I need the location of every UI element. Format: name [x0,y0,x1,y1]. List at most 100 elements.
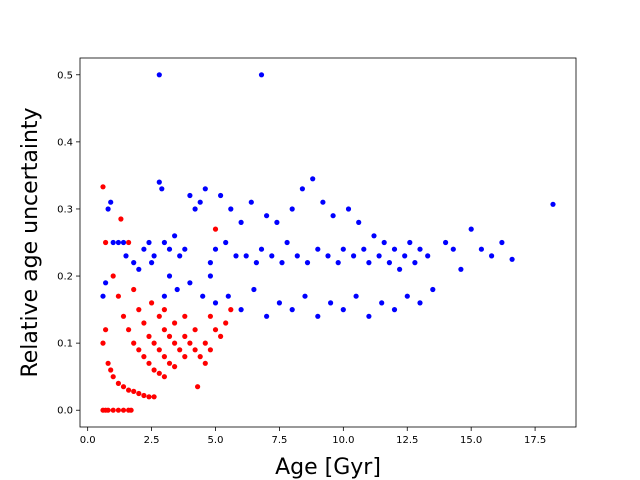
data-point-series-0 [228,206,234,212]
data-point-series-0 [166,273,173,279]
data-point-series-0 [315,313,321,319]
data-point-series-0 [397,266,403,272]
data-point-series-0 [366,260,372,266]
data-point-series-0 [499,239,505,246]
data-point-series-0 [258,246,265,252]
data-point-series-0 [177,253,183,259]
data-point-series-1 [131,286,137,293]
data-point-series-1 [172,364,178,370]
data-point-series-0 [174,286,180,293]
x-tick-label: 7.5 [271,435,287,446]
data-point-series-1 [156,313,162,319]
data-point-series-0 [187,280,193,286]
data-point-series-1 [149,300,155,306]
data-point-series-1 [115,380,121,386]
y-tick-label: 0.5 [57,70,73,81]
data-point-series-1 [218,333,224,339]
data-point-series-0 [356,219,362,225]
data-point-series-0 [131,260,137,266]
data-point-series-1 [141,354,147,360]
data-point-series-1 [212,226,219,232]
data-point-series-0 [123,253,129,259]
data-point-series-1 [110,374,116,380]
data-point-series-1 [146,333,152,339]
data-point-series-1 [182,333,188,339]
data-point-series-1 [161,374,167,380]
data-point-series-1 [136,347,142,353]
y-tick-label: 0.0 [57,406,73,417]
data-point-series-0 [386,260,392,266]
y-tick-label: 0.3 [57,204,73,215]
data-point-series-0 [105,206,111,212]
data-point-series-1 [100,340,106,346]
data-point-series-1 [207,313,213,319]
data-point-series-1 [202,340,208,346]
x-axis-title: Age [Gyr] [275,455,381,480]
data-point-series-0 [320,199,326,205]
data-point-series-1 [100,184,106,190]
data-point-series-0 [159,186,165,192]
data-point-series-0 [361,246,367,252]
data-point-series-1 [115,407,121,413]
data-point-series-1 [202,360,208,366]
data-point-series-0 [136,266,142,272]
data-point-series-0 [417,246,423,252]
data-point-series-1 [187,340,193,346]
data-point-series-0 [353,293,359,299]
data-point-series-0 [212,300,219,306]
x-tick-label: 12.5 [396,435,418,446]
data-point-series-1 [131,340,137,346]
data-point-series-0 [238,307,244,313]
data-point-series-0 [120,239,127,246]
data-point-series-0 [430,286,436,293]
data-point-series-0 [450,246,456,252]
data-point-series-0 [103,280,109,286]
data-point-series-1 [108,367,114,373]
data-point-series-1 [110,407,116,413]
data-point-series-0 [391,246,398,252]
data-point-series-0 [404,293,410,299]
data-point-series-0 [550,201,556,207]
data-point-series-1 [136,307,142,313]
data-point-series-0 [294,253,300,259]
x-tick-label: 5.0 [208,435,224,446]
data-point-series-0 [218,192,224,199]
data-point-series-0 [151,253,157,259]
data-point-series-0 [304,260,311,266]
data-point-series-0 [258,72,265,78]
x-tick-label: 15.0 [460,435,482,446]
data-point-series-0 [478,246,484,252]
data-point-series-1 [141,320,147,326]
data-point-series-0 [149,260,155,266]
data-point-series-0 [200,293,206,299]
data-point-series-0 [366,313,372,319]
x-tick-label: 2.5 [144,435,160,446]
data-point-series-0 [299,186,305,192]
data-point-series-0 [225,293,231,299]
data-point-series-0 [207,273,213,279]
data-point-series-0 [141,246,147,252]
data-point-series-0 [407,239,413,246]
data-point-series-1 [105,407,111,413]
ticks-layer: 0.0 2.5 5.0 7.5 10.0 12.5 15.0 17.5 0.0 0.1 0.2 0.3… [57,70,546,446]
data-point-series-0 [238,219,244,225]
data-point-series-1 [136,390,142,397]
data-point-series-0 [161,293,167,299]
data-point-series-1 [156,347,162,353]
data-point-series-1 [118,216,124,222]
data-point-series-0 [264,213,270,219]
data-point-series-1 [182,354,188,360]
data-point-series-1 [197,354,203,360]
data-point-series-0 [345,206,352,212]
data-point-series-0 [243,253,249,259]
data-point-series-1 [103,239,109,246]
data-point-series-0 [212,246,219,252]
data-point-series-0 [115,239,121,246]
data-point-series-0 [284,239,290,246]
data-point-series-0 [197,199,203,205]
data-point-series-1 [103,327,109,333]
data-point-series-0 [269,253,275,259]
data-point-series-0 [302,293,308,299]
data-point-series-1 [115,293,121,299]
data-point-series-0 [279,260,285,266]
